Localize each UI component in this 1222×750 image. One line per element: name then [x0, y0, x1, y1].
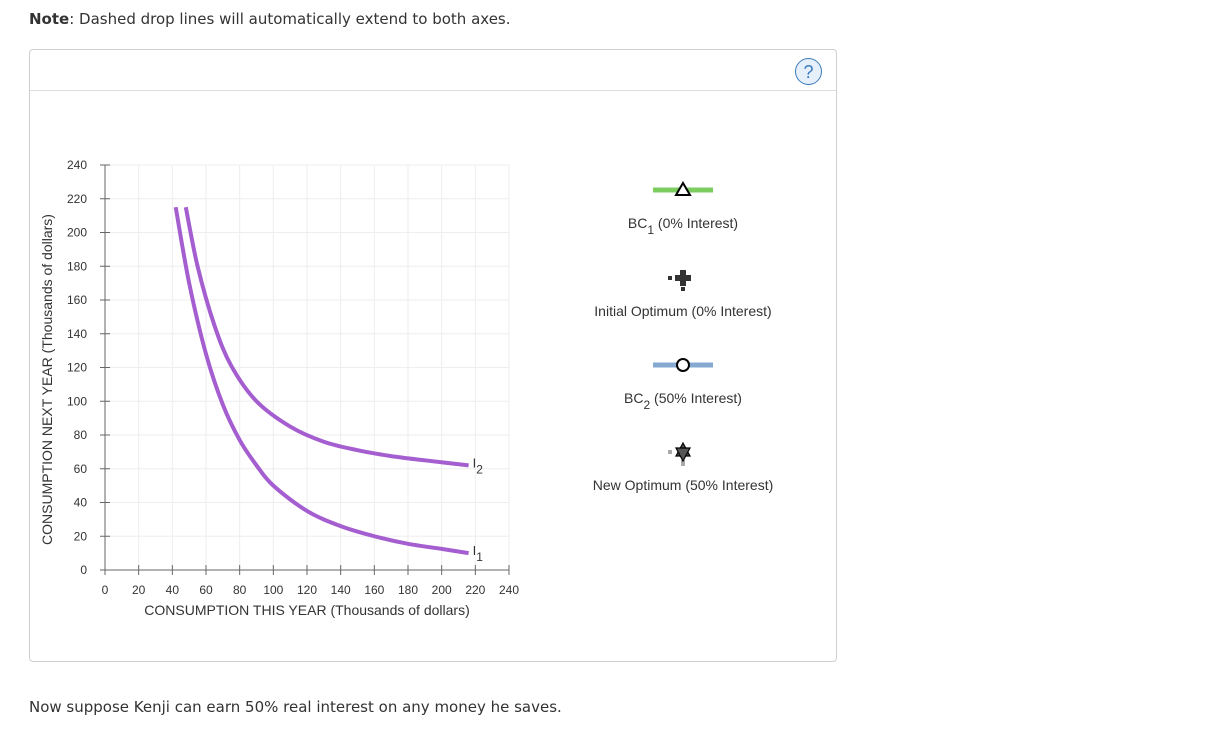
- x-axis-label: CONSUMPTION THIS YEAR (Thousands of doll…: [144, 602, 469, 618]
- x-tick-label: 60: [199, 583, 213, 597]
- legend-label: BC1 (0% Interest): [628, 215, 738, 237]
- plus-icon: [675, 270, 691, 286]
- legend-label: Initial Optimum (0% Interest): [594, 303, 771, 319]
- x-tick-label: 240: [499, 583, 519, 597]
- x-tick-label: 140: [331, 583, 351, 597]
- curve-label-i2: I2: [473, 455, 484, 476]
- star-of-david-icon: [674, 447, 692, 463]
- y-tick-label: 40: [74, 496, 88, 510]
- y-tick-label: 220: [67, 192, 87, 206]
- note-text: Note: Dashed drop lines will automatical…: [29, 10, 511, 28]
- x-tick-label: 0: [102, 583, 109, 597]
- legend-item-3[interactable]: BC2 (50% Interest): [624, 358, 742, 412]
- x-tick-label: 220: [465, 583, 485, 597]
- help-button[interactable]: ?: [795, 58, 822, 85]
- legend-label: New Optimum (50% Interest): [593, 477, 774, 493]
- chart[interactable]: 0 20 40 60 80 100 120 140 160 180 200 220 240 0 20 40 60…: [30, 50, 836, 661]
- indifference-curve-i2[interactable]: [183, 206, 469, 468]
- circle-icon: [676, 358, 690, 372]
- triangle-icon: [674, 181, 692, 196]
- x-tick-label: 20: [132, 583, 146, 597]
- x-tick-label: 200: [432, 583, 452, 597]
- dash-icon: [668, 276, 672, 280]
- x-tick-label: 120: [297, 583, 317, 597]
- x-tick-label: 80: [233, 583, 247, 597]
- x-tick-label: 100: [263, 583, 283, 597]
- legend-item-4[interactable]: New Optimum (50% Interest): [593, 441, 774, 493]
- panel-header: ?: [30, 50, 836, 91]
- y-tick-label: 20: [74, 529, 88, 543]
- graph-panel: ? 0 20 40 60 80 100 120 140 160 180 200 220 240 0 20 40…: [29, 49, 837, 662]
- y-tick-label: 0: [80, 563, 87, 577]
- y-axis-label: CONSUMPTION NEXT YEAR (Thousands of doll…: [39, 214, 55, 545]
- y-tick-label: 80: [74, 428, 88, 442]
- dash-icon: [681, 460, 685, 466]
- note-body: : Dashed drop lines will automatically e…: [69, 10, 511, 28]
- y-tick-label: 180: [67, 259, 87, 273]
- y-tick-label: 100: [67, 394, 87, 408]
- dash-icon: [681, 287, 685, 291]
- curve-label-i1: I1: [473, 543, 484, 564]
- y-tick-label: 240: [67, 158, 87, 172]
- x-tick-label: 160: [364, 583, 384, 597]
- legend-item-1[interactable]: BC1 (0% Interest): [628, 181, 738, 237]
- note-label: Note: [29, 10, 70, 28]
- x-tick-label: 180: [398, 583, 418, 597]
- indifference-curve-i1[interactable]: [173, 206, 469, 556]
- y-tick-label: 60: [74, 462, 88, 476]
- x-tick-label: 40: [166, 583, 180, 597]
- legend-label: BC2 (50% Interest): [624, 390, 742, 412]
- y-tick-label: 160: [67, 293, 87, 307]
- y-tick-label: 140: [67, 327, 87, 341]
- legend-item-2[interactable]: Initial Optimum (0% Interest): [594, 270, 772, 319]
- dash-icon: [668, 450, 672, 454]
- y-tick-label: 120: [67, 361, 87, 375]
- y-tick-label: 200: [67, 226, 87, 240]
- footer-text: Now suppose Kenji can earn 50% real inte…: [29, 698, 562, 716]
